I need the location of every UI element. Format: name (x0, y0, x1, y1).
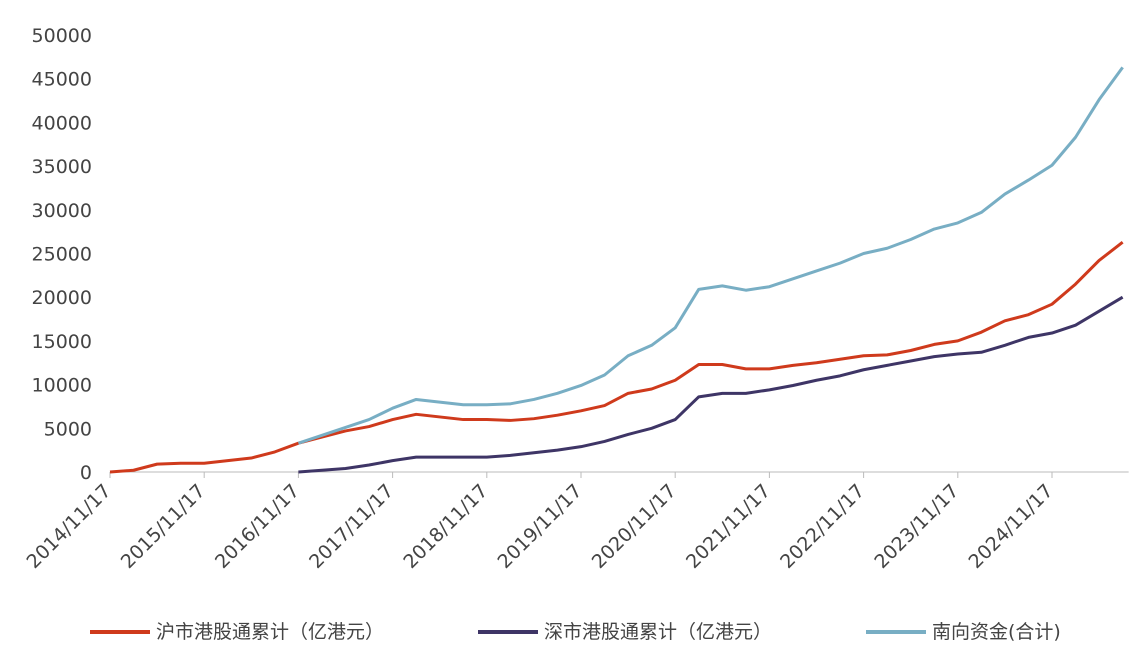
y-tick-label: 20000 (32, 287, 92, 309)
y-tick-label: 0 (80, 462, 92, 484)
legend-label: 南向资金(合计) (932, 621, 1061, 643)
x-tick-label: 2014/11/17 (23, 480, 116, 573)
x-tick-label: 2016/11/17 (211, 480, 304, 573)
legend-label: 沪市港股通累计（亿港元） (156, 621, 384, 643)
x-tick-label: 2023/11/17 (870, 480, 963, 573)
legend-label: 深市港股通累计（亿港元） (544, 621, 772, 643)
y-tick-label: 5000 (44, 418, 92, 440)
x-tick-label: 2017/11/17 (305, 480, 398, 573)
y-tick-label: 40000 (32, 112, 92, 134)
series-line (297, 66, 1124, 445)
y-tick-label: 10000 (32, 375, 92, 397)
x-tick-label: 2015/11/17 (117, 480, 210, 573)
y-tick-label: 30000 (32, 200, 92, 222)
series-line (298, 295, 1124, 474)
y-tick-label: 15000 (32, 331, 92, 353)
x-tick-label: 2022/11/17 (776, 480, 869, 573)
y-tick-label: 35000 (32, 156, 92, 178)
y-tick-label: 25000 (32, 244, 92, 266)
series-line (109, 240, 1124, 474)
x-tick-label: 2018/11/17 (399, 480, 492, 573)
y-tick-label: 45000 (32, 69, 92, 91)
x-tick-label: 2024/11/17 (965, 480, 1058, 573)
x-tick-label: 2019/11/17 (494, 480, 587, 573)
x-tick-label: 2020/11/17 (588, 480, 681, 573)
x-tick-label: 2021/11/17 (682, 480, 775, 573)
y-tick-label: 50000 (32, 25, 92, 47)
